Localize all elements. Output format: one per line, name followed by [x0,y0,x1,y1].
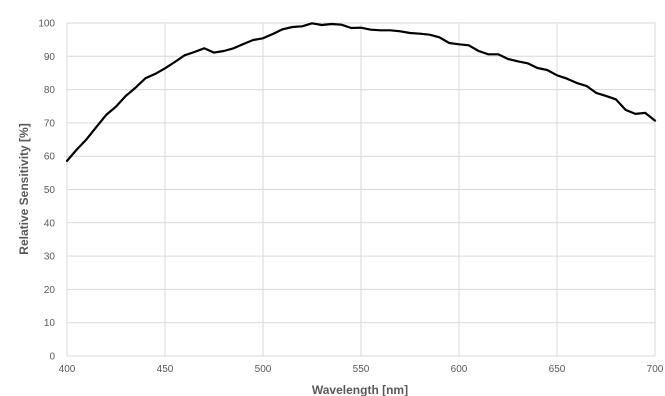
x-tick-label: 550 [353,364,370,375]
y-axis-title: Relative Sensitivity [%] [17,123,31,254]
sensitivity-curve [65,22,657,162]
y-tick-label: 40 [44,218,56,229]
y-tick-label: 50 [44,185,56,196]
x-tick-label: 500 [255,364,272,375]
y-tick-label: 10 [44,318,56,329]
axes [66,23,655,357]
x-axis-title: Wavelength [nm] [312,383,408,396]
gridlines [67,22,656,356]
y-tick-label: 100 [38,19,55,30]
x-tick-label: 650 [549,364,566,375]
series-layer [65,22,657,162]
y-tick-label: 80 [44,85,56,96]
y-tick-label: 90 [44,52,56,63]
x-tick-label: 700 [647,364,664,375]
y-tick-label: 60 [44,152,56,163]
y-tick-label: 30 [44,252,56,263]
tick-labels: 0 10 20 30 40 50 60 70 80 90 100 400 450 500 550 600 650… [38,19,663,376]
x-tick-label: 400 [59,364,76,375]
y-tick-label: 20 [44,285,56,296]
y-tick-label: 70 [44,118,56,129]
y-tick-label: 0 [49,352,55,363]
x-tick-label: 600 [451,364,468,375]
x-tick-label: 450 [157,364,174,375]
